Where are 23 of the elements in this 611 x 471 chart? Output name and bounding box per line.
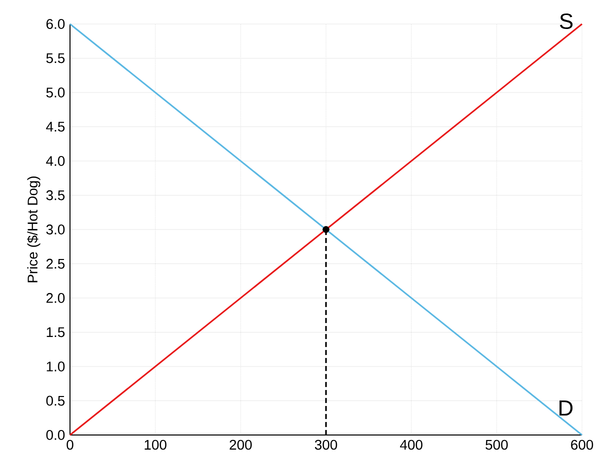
y-tick-label: 0.5 (46, 396, 65, 406)
y-tick-label: 4.5 (46, 122, 65, 132)
y-tick-label: 1.5 (46, 327, 65, 338)
x-tick-label: 300 (314, 440, 338, 450)
y-tick-label: 2.0 (46, 293, 65, 303)
y-axis-title: Price ($/Hot Dog) (27, 176, 40, 282)
y-tick-label: 0.0 (46, 430, 65, 440)
x-tick-label: 400 (400, 440, 422, 450)
y-tick-label: 5.5 (46, 53, 65, 64)
y-tick-label: 3.5 (46, 190, 65, 200)
y-tick-label: 1.0 (46, 362, 65, 372)
x-tick-label: 0 (66, 440, 74, 450)
x-tick-label: 100 (144, 440, 166, 450)
y-tick-label: 5.0 (46, 88, 65, 98)
y-tick-label: 4.0 (46, 156, 65, 166)
x-tick-label: 200 (230, 440, 252, 450)
series-label: S (560, 13, 573, 29)
x-tick-label: 500 (486, 440, 508, 450)
y-tick-label: 2.5 (46, 258, 65, 269)
series-label: D (560, 400, 573, 416)
y-tick-label: 6.0 (46, 19, 65, 29)
y-tick-label: 3.0 (46, 224, 65, 234)
x-tick-label: 600 (571, 440, 594, 450)
